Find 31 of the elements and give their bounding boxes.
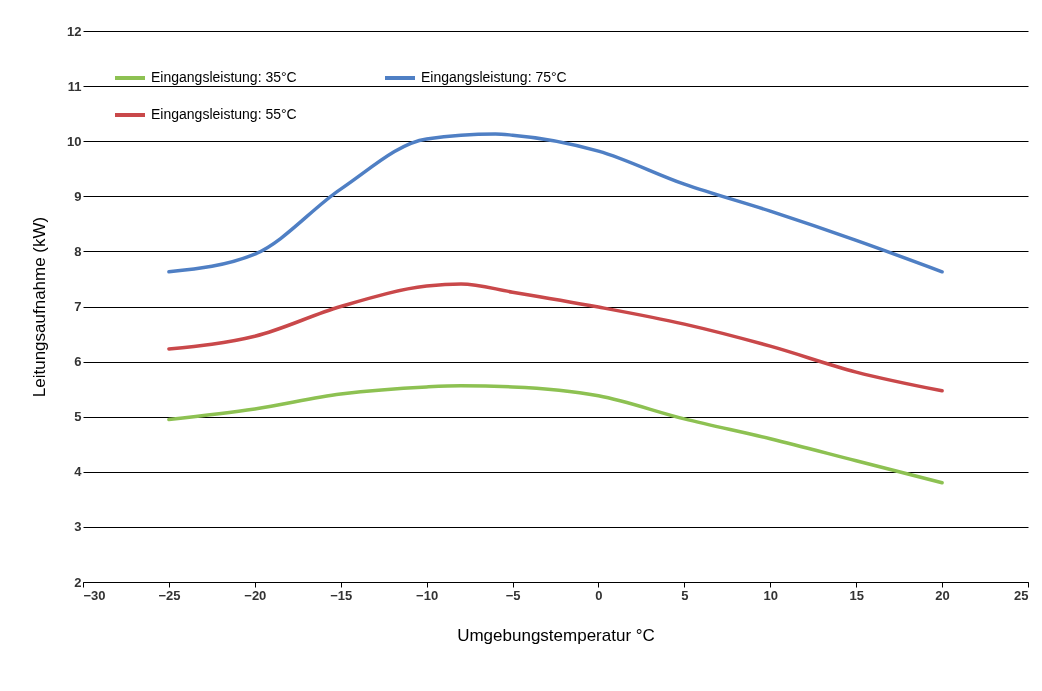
x-tick-label: −30 bbox=[83, 587, 106, 603]
legend-label: Eingangsleistung: 75°C bbox=[421, 69, 567, 85]
x-tick-label: 10 bbox=[763, 587, 779, 603]
y-axis-title: Leitungsaufnahme (kW) bbox=[30, 216, 50, 398]
x-tick-label: 5 bbox=[681, 587, 689, 603]
x-tick-label: 25 bbox=[1014, 587, 1029, 603]
x-tick-label: 15 bbox=[849, 587, 864, 603]
y-tick-label: 5 bbox=[74, 409, 82, 425]
y-tick-label: 3 bbox=[74, 519, 82, 535]
line-series bbox=[167, 282, 944, 393]
y-tick-label: 6 bbox=[74, 354, 82, 370]
y-tick-label: 10 bbox=[67, 133, 82, 149]
x-tick-label: −20 bbox=[244, 587, 267, 603]
y-tick-label: 12 bbox=[67, 23, 82, 39]
y-tick-label: 2 bbox=[74, 574, 82, 590]
y-tick-label: 8 bbox=[74, 243, 82, 259]
y-tick-label: 9 bbox=[74, 188, 82, 204]
legend-label: Eingangsleistung: 35°C bbox=[151, 69, 297, 85]
x-tick-label: −10 bbox=[416, 587, 439, 603]
line-series bbox=[167, 384, 944, 485]
x-tick-label: 0 bbox=[595, 587, 603, 603]
x-tick-label: −25 bbox=[158, 587, 181, 603]
x-tick-label: −5 bbox=[505, 587, 521, 603]
legend-label: Eingangsleistung: 55°C bbox=[151, 106, 297, 122]
y-tick-label: 7 bbox=[74, 299, 82, 314]
y-tick-label: 11 bbox=[67, 78, 82, 94]
line-series bbox=[167, 132, 944, 274]
x-tick-label: 20 bbox=[935, 587, 950, 603]
x-tick-label: −15 bbox=[330, 587, 353, 603]
y-tick-label: 4 bbox=[74, 464, 83, 480]
x-axis-title: Umgebungstemperatur °C bbox=[457, 625, 655, 645]
